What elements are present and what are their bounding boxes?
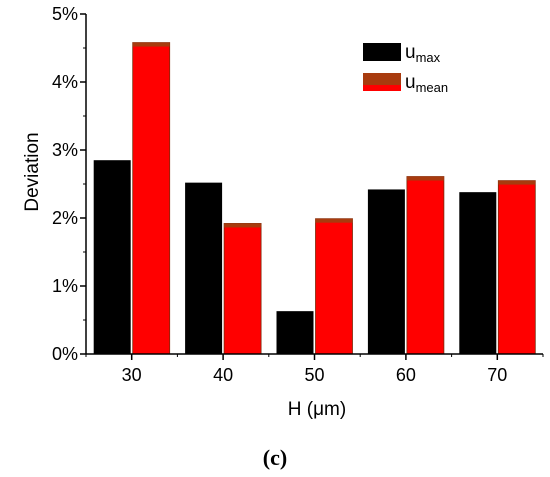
bar-mean-cap-30 [132, 42, 170, 47]
legend-sub-mean: mean [416, 80, 449, 95]
legend: umax umean [363, 42, 448, 95]
x-ticks-group: 30 40 50 60 70 [85, 354, 544, 385]
bar-mean-cap-70 [498, 180, 536, 185]
bar-max-50 [276, 311, 314, 354]
y-tick-label: 5% [52, 4, 78, 24]
bar-max-30 [93, 160, 131, 354]
x-tick-label: 60 [396, 365, 416, 385]
y-axis-label: Deviation [22, 132, 43, 211]
bar-mean-cap-60 [406, 176, 444, 181]
legend-label-mean: umean [405, 72, 448, 95]
bars-group [93, 42, 536, 355]
y-tick-label: 1% [52, 276, 78, 296]
y-tick-label: 4% [52, 72, 78, 92]
x-tick-label: 70 [487, 365, 507, 385]
y-ticks-group: 0% 1% 2% 3% 4% 5% [52, 4, 86, 364]
legend-prefix-max: u [405, 42, 416, 63]
legend-sub-max: max [416, 50, 441, 65]
bar-mean-30 [132, 42, 171, 355]
y-tick-label: 2% [52, 208, 78, 228]
bar-mean-70 [497, 180, 536, 355]
bar-max-40 [185, 182, 223, 354]
bar-mean-cap-50 [315, 218, 353, 223]
y-tick-label: 3% [52, 140, 78, 160]
x-tick-label: 40 [213, 365, 233, 385]
bar-mean-cap-40 [224, 223, 262, 228]
x-tick-label: 50 [304, 365, 324, 385]
legend-swatch-mean-top [363, 73, 401, 85]
bar-mean-60 [406, 176, 445, 355]
bar-mean-50 [315, 218, 353, 355]
legend-prefix-mean: u [405, 72, 416, 93]
figure-caption: (c) [263, 445, 287, 470]
legend-label-max: umax [405, 42, 441, 65]
x-axis-label: H (μm) [288, 399, 346, 420]
bar-max-60 [367, 189, 405, 354]
y-tick-label: 0% [52, 344, 78, 364]
legend-swatch-max [363, 43, 401, 61]
bar-mean-40 [223, 223, 262, 355]
bar-max-70 [459, 192, 497, 354]
x-tick-label: 30 [122, 365, 142, 385]
